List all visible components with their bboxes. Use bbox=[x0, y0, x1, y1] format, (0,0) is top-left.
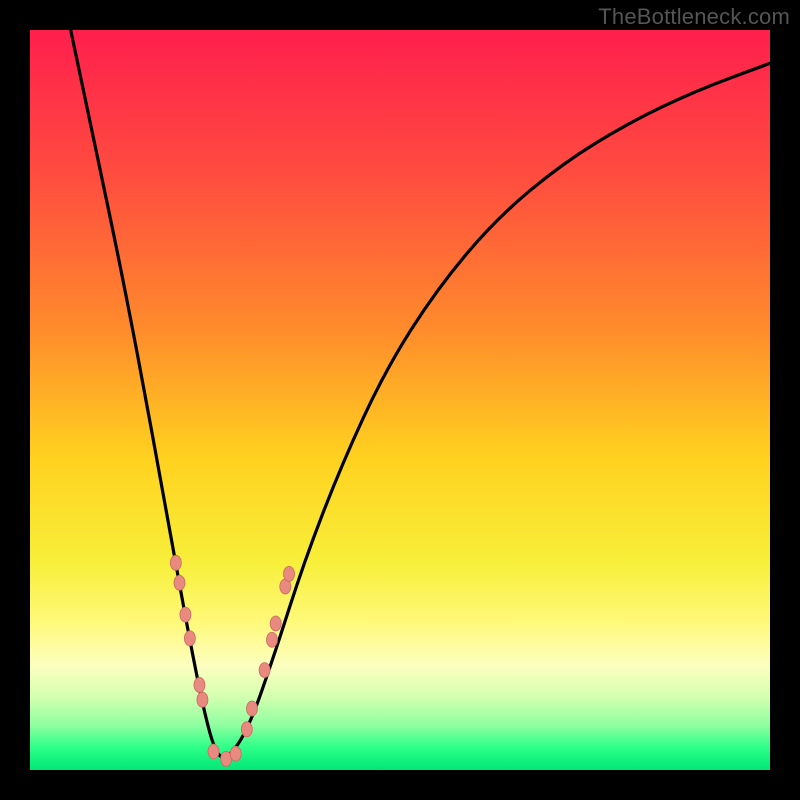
data-marker bbox=[197, 692, 208, 707]
data-marker bbox=[259, 663, 270, 678]
data-marker bbox=[194, 677, 205, 692]
bottleneck-curve bbox=[30, 30, 770, 770]
data-marker bbox=[174, 575, 185, 590]
data-marker bbox=[266, 632, 277, 647]
data-marker bbox=[241, 722, 252, 737]
data-marker bbox=[208, 744, 219, 759]
watermark-text: TheBottleneck.com bbox=[598, 4, 790, 30]
data-marker bbox=[170, 555, 181, 570]
data-marker bbox=[184, 631, 195, 646]
data-marker bbox=[247, 701, 258, 716]
data-marker bbox=[180, 607, 191, 622]
data-marker bbox=[230, 746, 241, 761]
data-marker bbox=[284, 566, 295, 581]
data-marker bbox=[270, 616, 281, 631]
plot-frame bbox=[30, 30, 770, 770]
